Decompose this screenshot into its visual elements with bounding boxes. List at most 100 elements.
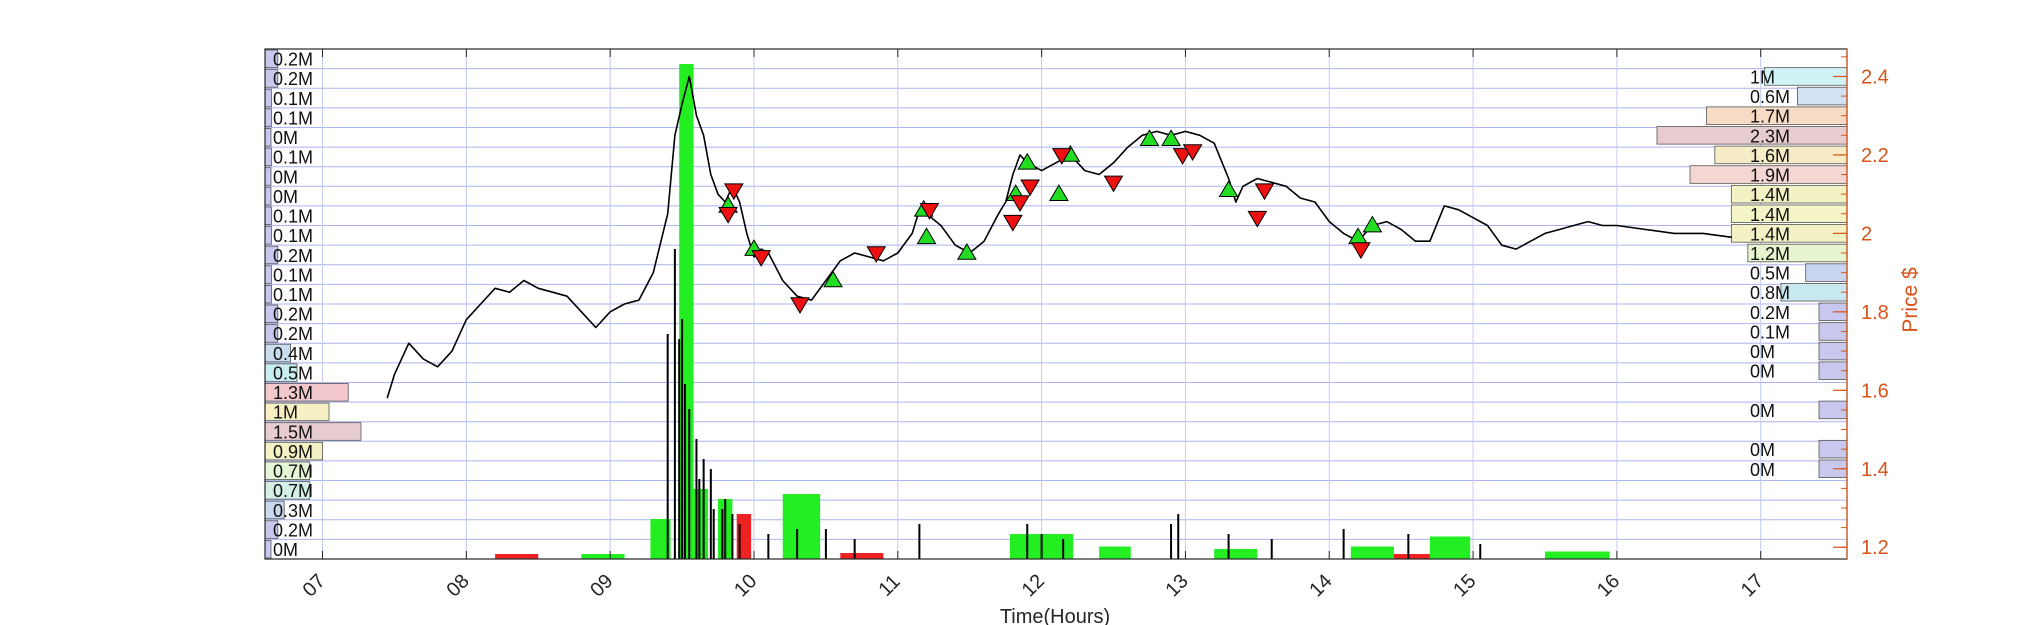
x-tick-label: 07 — [299, 570, 330, 601]
sell-marker — [723, 183, 744, 201]
volume-block — [581, 554, 625, 559]
left-profile-bar — [264, 147, 272, 167]
right-profile-label: 0M — [1750, 460, 1775, 480]
buy-marker — [823, 270, 843, 288]
volume-profile: 0.2M0.2M0.1M0.1M0M0.1M0M0M0.1M0.1M0.2M0.… — [264, 49, 1848, 560]
right-profile-bar — [1797, 86, 1848, 106]
price-series — [386, 75, 1733, 399]
right-profile-label: 2.3M — [1750, 126, 1790, 146]
x-tick-label: 16 — [1593, 570, 1624, 601]
right-profile-label: 0.1M — [1750, 322, 1790, 342]
buy-marker — [956, 243, 977, 260]
sell-marker — [718, 206, 738, 224]
right-profile-label: 1.6M — [1750, 146, 1790, 166]
x-tick-label: 17 — [1737, 570, 1768, 601]
sell-marker — [1247, 210, 1268, 228]
left-profile-label: 0.1M — [273, 265, 313, 285]
sell-marker — [751, 250, 772, 267]
left-profile-label: 0.2M — [273, 69, 313, 89]
x-tick-label: 14 — [1305, 570, 1336, 601]
left-profile-label: 0.7M — [273, 481, 313, 501]
volume-block — [1350, 546, 1394, 559]
left-profile-bar — [264, 539, 272, 559]
left-profile-bar — [264, 265, 272, 284]
volume-block — [1214, 549, 1258, 559]
left-profile-bar — [264, 108, 272, 127]
sell-marker — [1051, 148, 1072, 165]
y-tick-label: 1.2 — [1861, 537, 1889, 559]
left-profile-label: 0.2M — [273, 520, 313, 540]
x-tick-label: 11 — [874, 571, 904, 601]
sell-marker — [866, 246, 887, 263]
y-tick-label: 2.2 — [1861, 145, 1889, 167]
left-profile-label: 0.2M — [273, 305, 313, 325]
sell-marker — [1002, 214, 1023, 232]
left-profile-label: 0.2M — [273, 246, 313, 266]
x-tick-label: 15 — [1449, 570, 1480, 601]
left-profile-bar — [264, 226, 272, 245]
y-tick-label: 1.6 — [1861, 380, 1889, 402]
volume-bars — [495, 64, 1610, 559]
left-profile-label: 0M — [273, 167, 298, 187]
volume-block — [495, 554, 539, 559]
sell-marker — [1020, 179, 1040, 197]
right-profile-bar — [1805, 263, 1848, 282]
volume-block — [1393, 554, 1430, 559]
left-profile-label: 1.3M — [273, 383, 313, 403]
x-tick-label: 13 — [1162, 570, 1193, 601]
x-tick-label: 12 — [1018, 570, 1049, 601]
left-profile-label: 0.1M — [273, 148, 313, 168]
left-profile-label: 0.4M — [273, 344, 313, 364]
buy-marker — [1139, 129, 1160, 147]
y-axis-label: Price $ — [1899, 267, 1922, 333]
right-profile-label: 0.5M — [1750, 264, 1790, 284]
sell-marker — [919, 203, 940, 220]
right-profile-label: 1.4M — [1750, 185, 1790, 205]
right-profile-label: 0.2M — [1750, 303, 1790, 323]
right-profile-label: 1.7M — [1750, 107, 1790, 127]
left-profile-label: 1.5M — [273, 422, 313, 442]
right-profile-label: 0.8M — [1750, 283, 1790, 303]
sell-marker — [1254, 183, 1275, 201]
axes: 07 08 09 10 11 12 13 14 15 16 17 1.2 1.4 1.6 1.8 2 2.2 2.… — [299, 49, 1889, 601]
volume-block — [782, 494, 821, 559]
buy-marker — [1049, 184, 1069, 201]
left-profile-label: 0.1M — [273, 226, 313, 246]
x-axis-label: Time(Hours) — [1000, 606, 1110, 625]
x-tick-label: 09 — [586, 570, 617, 601]
buy-marker — [1017, 152, 1038, 170]
left-profile-bar — [264, 186, 272, 206]
grid-lines — [265, 48, 1847, 560]
buy-marker — [1362, 215, 1383, 233]
volume-block — [840, 553, 884, 559]
left-profile-label: 0.1M — [273, 207, 313, 227]
sell-marker — [1103, 175, 1124, 193]
left-profile-bar — [264, 128, 272, 147]
right-profile-label: 1M — [1750, 67, 1775, 87]
sell-marker — [1172, 148, 1193, 165]
right-profile-label: 0M — [1750, 362, 1775, 382]
left-profile-label: 0.1M — [273, 285, 313, 305]
buy-marker — [1218, 180, 1239, 198]
right-profile-label: 1.9M — [1750, 166, 1790, 186]
left-profile-bar — [264, 167, 272, 186]
sell-marker — [1182, 144, 1203, 161]
left-profile-label: 0.1M — [273, 89, 313, 109]
left-profile-bar — [264, 88, 272, 108]
right-profile-label: 0M — [1750, 342, 1775, 362]
left-profile-label: 0.3M — [273, 501, 313, 521]
left-profile-label: 0.2M — [273, 324, 313, 344]
left-profile-label: 0M — [273, 540, 298, 560]
right-profile-label: 1.2M — [1750, 244, 1790, 264]
left-profile-label: 0M — [273, 128, 298, 148]
right-profile-label: 0M — [1750, 440, 1775, 460]
left-profile-label: 1M — [273, 403, 298, 423]
volume-block — [1429, 536, 1471, 559]
volume-block — [1544, 551, 1610, 559]
left-profile-label: 0M — [273, 187, 298, 207]
price-line — [386, 75, 1733, 399]
sell-marker — [1351, 242, 1371, 260]
sell-marker — [790, 297, 810, 314]
left-profile-label: 0.5M — [273, 363, 313, 383]
